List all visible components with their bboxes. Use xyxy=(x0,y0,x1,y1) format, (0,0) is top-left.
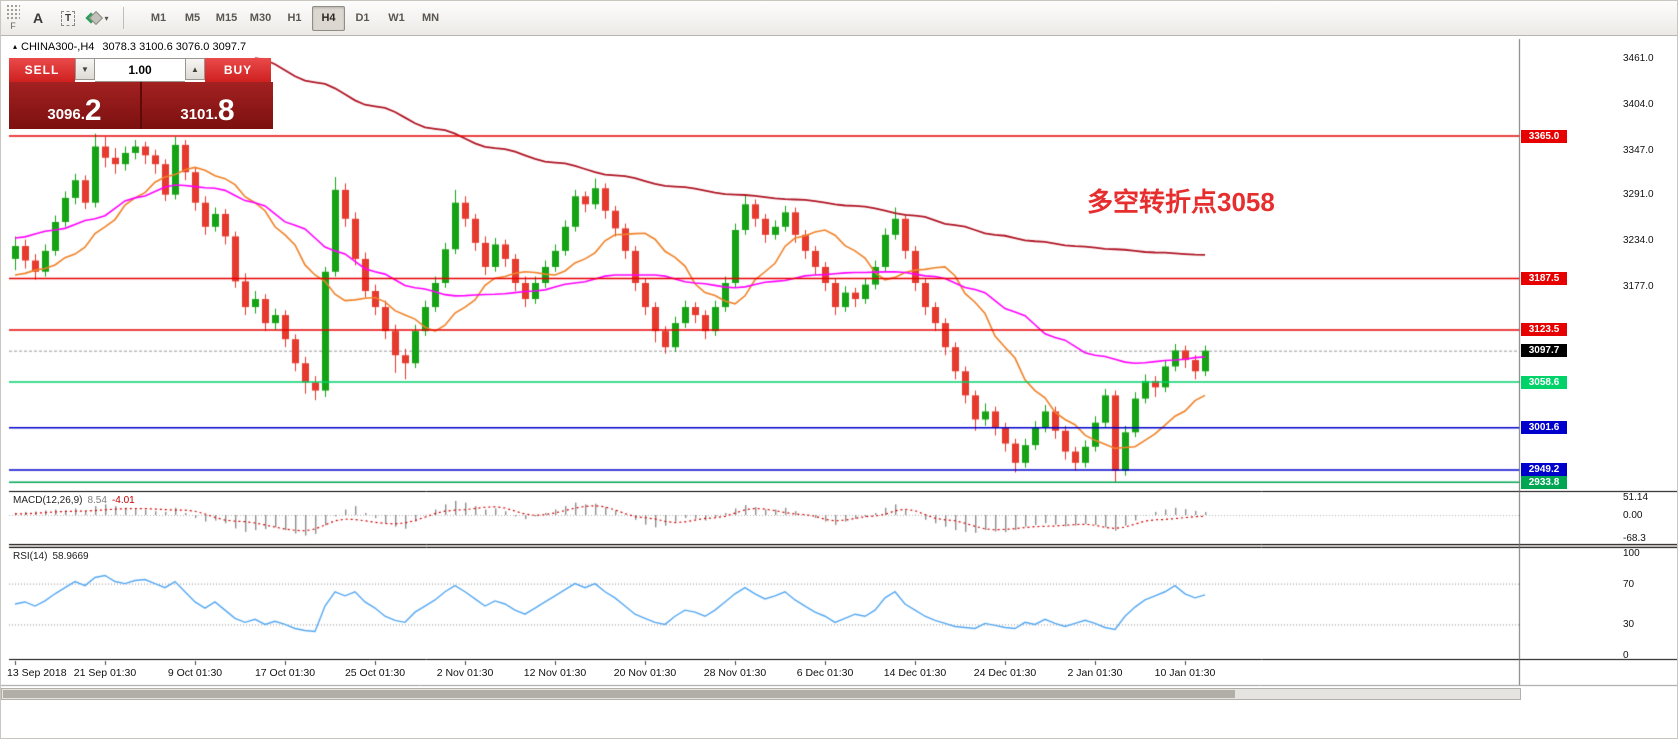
rsi-tick-label: 0 xyxy=(1623,650,1629,661)
timeframe-button-d1[interactable]: D1 xyxy=(355,12,370,24)
time-axis-label: 28 Nov 01:30 xyxy=(703,667,767,679)
macd-name: MACD(12,26,9) xyxy=(13,495,83,506)
text-box-tool-button[interactable]: T xyxy=(54,5,82,31)
timeframe-button-mn[interactable]: MN xyxy=(421,12,440,24)
buy-price-main: 3101. xyxy=(180,106,218,123)
symbol-name: CHINA300-,H4 xyxy=(21,41,95,53)
price-scale-axis[interactable]: 3461.0 3404.0 3347.0 3291.0 3234.0 3177.0 3365… xyxy=(1519,36,1677,686)
main-toolbar: F A T ▾ M1 M5 M15 M30 H1 H4 D1 W1 MN xyxy=(1,1,1677,36)
ohlc-values: 3078.3 3100.6 3076.0 3097.7 xyxy=(102,41,247,53)
toolbar-drag-handle[interactable]: F xyxy=(3,2,23,34)
price-tick-label: 3234.0 xyxy=(1623,235,1654,247)
time-axis-label: 21 Sep 01:30 xyxy=(73,667,137,679)
rsi-value: 58.9669 xyxy=(52,551,89,562)
timeframe-button-m5[interactable]: M5 xyxy=(184,12,201,24)
chevron-down-icon: ▾ xyxy=(104,13,109,23)
timeframe-button-w1[interactable]: W1 xyxy=(388,12,405,24)
toolbar-separator xyxy=(123,7,124,29)
price-tick-label: 3291.0 xyxy=(1623,189,1654,201)
timeframe-button-h1[interactable]: H1 xyxy=(287,12,302,24)
volume-down-button[interactable]: ▼ xyxy=(75,58,95,80)
timeframe-button-m15[interactable]: M15 xyxy=(215,12,238,24)
timeframe-group: M1 M5 M15 M30 H1 H4 D1 W1 MN xyxy=(142,5,447,31)
time-axis-label: 2 Nov 01:30 xyxy=(436,667,494,679)
price-line-label: 3187.5 xyxy=(1521,272,1567,286)
rsi-tick-label: 30 xyxy=(1623,619,1635,631)
buy-button[interactable]: BUY xyxy=(205,58,271,82)
price-line-label: 2933.8 xyxy=(1521,475,1567,489)
chart-annotation-text: 多空转折点3058 xyxy=(1087,187,1275,217)
volume-input[interactable] xyxy=(95,58,185,82)
toolbar-f-label: F xyxy=(10,21,16,31)
time-axis-label: 14 Dec 01:30 xyxy=(883,667,947,679)
sell-button[interactable]: SELL xyxy=(9,58,75,82)
trade-panel-divider xyxy=(140,82,142,129)
price-line-label: 3097.7 xyxy=(1521,344,1567,358)
price-line-label: 3365.0 xyxy=(1521,129,1567,143)
price-line-label: 3058.6 xyxy=(1521,375,1567,389)
rsi-indicator-label: RSI(14) 58.9669 xyxy=(13,551,94,562)
indicators-dropdown-button[interactable]: ▾ xyxy=(84,5,112,31)
sell-price-big-digit: 2 xyxy=(84,94,102,127)
text-a-icon: A xyxy=(32,10,44,26)
text-annotation-button[interactable]: A xyxy=(24,5,52,31)
time-axis-label: 12 Nov 01:30 xyxy=(523,667,587,679)
macd-tick-label: -68.3 xyxy=(1623,533,1646,545)
dots-grid-icon xyxy=(6,4,20,20)
rsi-tick-label: 100 xyxy=(1623,548,1640,559)
time-axis-label: 24 Dec 01:30 xyxy=(973,667,1037,679)
timeframe-button-m30[interactable]: M30 xyxy=(249,12,272,24)
price-tick-label: 3461.0 xyxy=(1623,53,1654,64)
buy-price-big-digit: 8 xyxy=(217,94,235,127)
time-axis-label: 9 Oct 01:30 xyxy=(167,667,223,679)
rsi-tick-label: 70 xyxy=(1623,578,1635,590)
time-axis[interactable]: 13 Sep 2018 21 Sep 01:30 9 Oct 01:30 17 Oct… xyxy=(1,661,1521,686)
chart-comment-icon: ▴ xyxy=(13,42,18,51)
sell-price-display[interactable]: 3096. 2 xyxy=(9,82,140,129)
time-axis-label: 13 Sep 2018 xyxy=(7,667,67,679)
sell-price-main: 3096. xyxy=(47,106,85,123)
time-axis-label: 25 Oct 01:30 xyxy=(344,667,406,679)
text-box-icon: T xyxy=(60,10,76,26)
time-axis-label: 17 Oct 01:30 xyxy=(254,667,316,679)
macd-signal-value: -4.01 xyxy=(111,495,135,506)
price-tick-label: 3347.0 xyxy=(1623,144,1654,156)
timeframe-button-m1[interactable]: M1 xyxy=(150,12,167,24)
time-axis-label: 20 Nov 01:30 xyxy=(613,667,677,679)
timeframe-button-h4[interactable]: H4 xyxy=(312,5,345,31)
macd-main-value: 8.54 xyxy=(87,495,107,506)
time-axis-label: 6 Dec 01:30 xyxy=(796,667,854,679)
macd-indicator-label: MACD(12,26,9) 8.54 -4.01 xyxy=(13,495,140,506)
time-axis-label: 10 Jan 01:30 xyxy=(1154,667,1216,679)
symbol-header: ▴ CHINA300-,H4 3078.3 3100.6 3076.0 3097.7 xyxy=(13,41,246,53)
price-line-label: 2949.2 xyxy=(1521,463,1567,477)
price-tick-label: 3404.0 xyxy=(1623,98,1654,110)
volume-up-button[interactable]: ▲ xyxy=(185,58,205,80)
buy-price-display[interactable]: 3101. 8 xyxy=(142,82,273,129)
price-tick-label: 3177.0 xyxy=(1623,281,1654,292)
horizontal-scrollbar[interactable] xyxy=(1,688,1521,700)
time-axis-label: 2 Jan 01:30 xyxy=(1067,667,1123,679)
rsi-name: RSI(14) xyxy=(13,551,48,562)
macd-tick-label: 51.14 xyxy=(1623,492,1649,504)
one-click-trading-panel: SELL ▼ ▲ BUY 3096.2 3101.8 xyxy=(9,58,273,129)
price-line-label: 3123.5 xyxy=(1521,323,1567,337)
price-line-label: 3001.6 xyxy=(1521,421,1567,435)
macd-tick-label: 0.00 xyxy=(1623,510,1643,521)
scrollbar-thumb[interactable] xyxy=(3,690,1235,698)
